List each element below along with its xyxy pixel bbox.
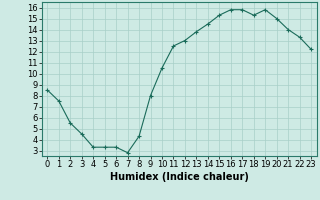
- X-axis label: Humidex (Indice chaleur): Humidex (Indice chaleur): [110, 172, 249, 182]
